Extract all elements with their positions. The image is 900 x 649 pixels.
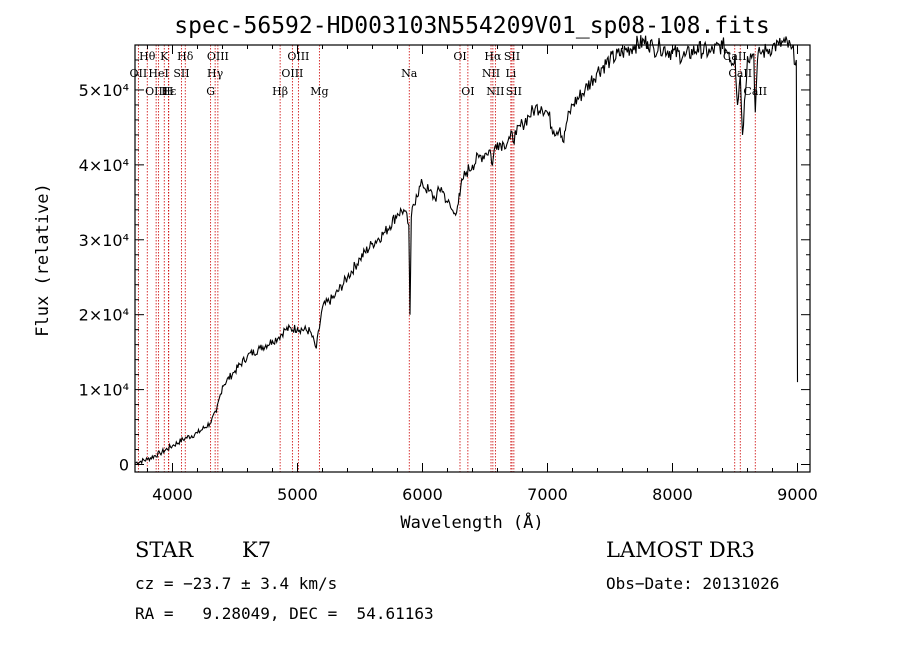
y-tick-label: 5×10⁴ bbox=[79, 81, 129, 100]
line-marker-label: Hα bbox=[484, 50, 502, 63]
line-marker-label: Na bbox=[401, 67, 418, 80]
x-tick-label: 7000 bbox=[527, 485, 568, 504]
line-marker-label: OI bbox=[453, 50, 466, 63]
y-tick-label: 3×10⁴ bbox=[79, 231, 129, 250]
line-marker-label: SII bbox=[506, 85, 522, 98]
object-class: STAR bbox=[135, 538, 194, 562]
x-tick-label: 6000 bbox=[402, 485, 443, 504]
line-marker-label: Mg bbox=[310, 85, 328, 98]
observation-date: Obs−Date: 20131026 bbox=[606, 574, 780, 593]
line-marker-label: OIII bbox=[287, 50, 309, 63]
line-marker-label: OIII bbox=[281, 67, 303, 80]
line-marker-label: Li bbox=[505, 67, 516, 80]
y-tick-label: 1×10⁴ bbox=[79, 381, 129, 400]
spectrum-line bbox=[134, 35, 799, 466]
line-marker-label: G bbox=[206, 85, 215, 98]
line-marker-label: SII bbox=[504, 50, 520, 63]
line-marker-labels: Hθ OII OIII HeI Hε K H SII Hδ OIII Hγ G Hβ OIII OIII Mg… bbox=[130, 50, 768, 98]
line-marker-label: OII bbox=[130, 67, 148, 80]
line-marker-label: OIII bbox=[145, 85, 167, 98]
line-marker-label: NII bbox=[482, 67, 500, 80]
plot-frame bbox=[134, 44, 811, 473]
survey-name: LAMOST DR3 bbox=[606, 538, 755, 562]
y-tick-label: 4×10⁴ bbox=[79, 156, 129, 175]
line-markers bbox=[137, 45, 756, 472]
line-marker-label: Hγ bbox=[207, 67, 224, 80]
y-axis-ticks: 0 1×10⁴ 2×10⁴ 3×10⁴ 4×10⁴ 5×10⁴ bbox=[79, 59, 810, 475]
y-axis-label: Flux (relative) bbox=[33, 183, 53, 337]
x-tick-label: 4000 bbox=[152, 485, 193, 504]
line-marker-label: Hε bbox=[161, 85, 177, 98]
line-marker-label: OIII bbox=[207, 50, 229, 63]
chart-title: spec-56592-HD003103N554209V01_sp08-108.f… bbox=[174, 13, 769, 39]
redshift-velocity: cz = −23.7 ± 3.4 km/s bbox=[135, 574, 338, 593]
x-axis-label: Wavelength (Å) bbox=[400, 511, 543, 533]
object-subclass: K7 bbox=[242, 538, 272, 562]
line-marker-label: H bbox=[164, 85, 174, 98]
x-tick-label: 8000 bbox=[652, 485, 693, 504]
x-axis-ticks: 4000 5000 6000 7000 8000 9000 bbox=[147, 45, 818, 504]
x-tick-label: 9000 bbox=[777, 485, 818, 504]
line-marker-label: K bbox=[160, 50, 169, 63]
x-tick-label: 5000 bbox=[277, 485, 318, 504]
line-marker-label: OI bbox=[461, 85, 474, 98]
line-marker-label: SII bbox=[173, 67, 189, 80]
line-marker-label: Hβ bbox=[272, 85, 288, 98]
line-marker-label: NII bbox=[486, 85, 504, 98]
line-marker-label: HeI bbox=[148, 67, 168, 80]
ra-dec-coordinates: RA = 9.28049, DEC = 54.61163 bbox=[135, 604, 434, 623]
line-marker-label: Hθ bbox=[139, 50, 156, 63]
line-marker-label: Hδ bbox=[177, 50, 194, 63]
y-tick-label: 0 bbox=[119, 456, 129, 475]
y-tick-label: 2×10⁴ bbox=[79, 306, 129, 325]
line-marker-label: CaII bbox=[743, 85, 767, 98]
